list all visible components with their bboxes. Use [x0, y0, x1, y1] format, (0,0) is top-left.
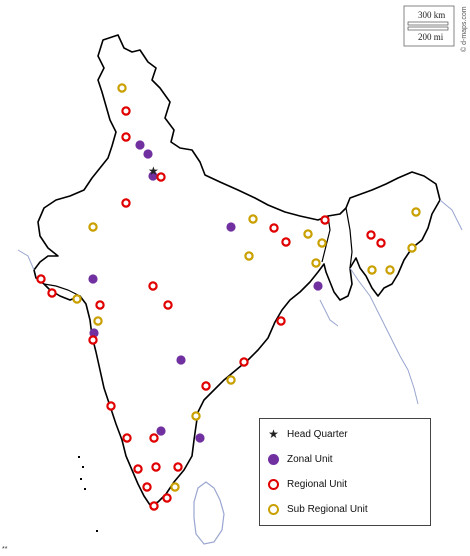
regional-unit-marker [149, 433, 159, 443]
red-ring-icon [268, 478, 279, 490]
sub-regional-unit-marker [170, 482, 180, 492]
sub-regional-unit-marker [407, 243, 417, 253]
svg-text:300 km: 300 km [418, 10, 445, 20]
sri-lanka-outline [193, 481, 225, 545]
legend-item-zonal-unit: Zonal Unit [268, 452, 333, 466]
regional-unit-marker [366, 230, 376, 240]
sub-regional-unit-marker [411, 207, 421, 217]
regional-unit-marker [36, 274, 46, 284]
regional-unit-marker [121, 198, 131, 208]
india-outline [33, 34, 441, 506]
zonal-unit-marker [226, 222, 236, 232]
neighbour-borders [17, 199, 463, 405]
scale-bar: 300 km 200 mi [403, 5, 455, 47]
zonal-unit-marker [313, 281, 323, 291]
yellow-ring-icon [268, 503, 279, 515]
sub-regional-unit-marker [248, 214, 258, 224]
regional-unit-marker [148, 281, 158, 291]
regional-unit-marker [149, 501, 159, 511]
zonal-unit-marker [135, 140, 145, 150]
regional-unit-marker [47, 288, 57, 298]
legend: ★ Head Quarter Zonal Unit Regional Unit … [259, 418, 431, 526]
sub-regional-unit-marker [72, 294, 82, 304]
regional-unit-marker [156, 172, 166, 182]
regional-unit-marker [276, 316, 286, 326]
zonal-unit-marker [156, 426, 166, 436]
regional-unit-marker [133, 464, 143, 474]
zonal-unit-marker [89, 328, 99, 338]
regional-unit-marker [106, 401, 116, 411]
regional-unit-marker [88, 335, 98, 345]
sub-regional-unit-marker [191, 411, 201, 421]
west-coast-detail [43, 283, 81, 297]
regional-unit-marker [162, 493, 172, 503]
regional-unit-marker [376, 238, 386, 248]
regional-unit-marker [239, 357, 249, 367]
regional-unit-marker [142, 482, 152, 492]
legend-item-sub-regional-unit: Sub Regional Unit [268, 502, 368, 516]
zonal-unit-marker [148, 171, 158, 181]
sub-regional-unit-marker [226, 375, 236, 385]
sub-regional-unit-marker [303, 229, 313, 239]
sub-regional-unit-marker [385, 265, 395, 275]
regional-unit-marker [121, 106, 131, 116]
sub-regional-unit-marker [93, 316, 103, 326]
regional-unit-marker [95, 300, 105, 310]
zonal-unit-marker [88, 274, 98, 284]
lakshadweep-islands [78, 456, 98, 532]
legend-item-head-quarter: ★ Head Quarter [268, 426, 348, 441]
head-quarter-marker: ★ [148, 164, 159, 178]
sub-regional-unit-marker [244, 251, 254, 261]
regional-unit-marker [122, 433, 132, 443]
credit-text: © d-maps.com [460, 6, 468, 52]
zonal-unit-marker [176, 355, 186, 365]
upper-borders [321, 207, 353, 269]
footnote: ** [2, 546, 8, 553]
sub-regional-unit-marker [367, 265, 377, 275]
regional-unit-marker [121, 132, 131, 142]
sub-regional-unit-marker [88, 222, 98, 232]
sub-regional-unit-marker [311, 258, 321, 268]
regional-unit-marker [163, 300, 173, 310]
purple-dot-icon [268, 453, 279, 465]
regional-unit-marker [281, 237, 291, 247]
regional-unit-marker [320, 215, 330, 225]
star-icon: ★ [268, 426, 279, 441]
sub-regional-unit-marker [317, 238, 327, 248]
zonal-unit-marker [143, 149, 153, 159]
regional-unit-marker [173, 462, 183, 472]
zonal-unit-marker [195, 433, 205, 443]
sub-regional-unit-marker [117, 83, 127, 93]
regional-unit-marker [151, 462, 161, 472]
svg-text:200 mi: 200 mi [418, 32, 444, 42]
regional-unit-marker [269, 223, 279, 233]
legend-item-regional-unit: Regional Unit [268, 477, 347, 491]
regional-unit-marker [201, 381, 211, 391]
